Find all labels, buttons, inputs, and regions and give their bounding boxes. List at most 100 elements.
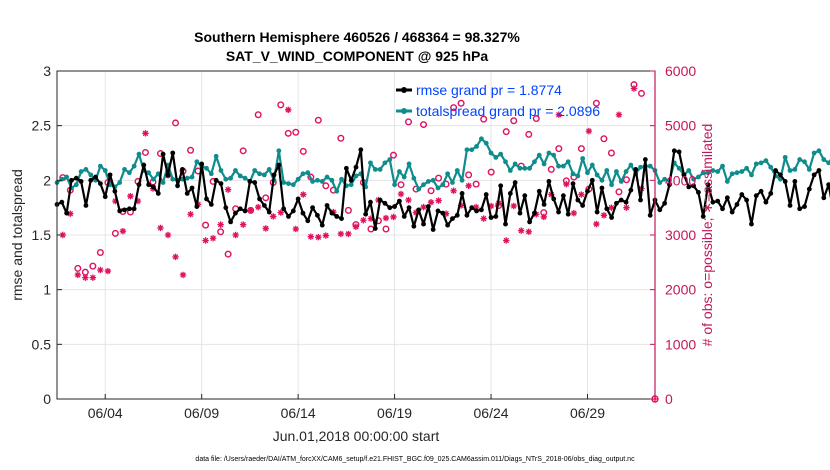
rmse-point xyxy=(242,208,248,214)
totalspread-point xyxy=(421,182,426,188)
possible-obs-marker xyxy=(141,148,149,156)
rmse-point xyxy=(560,193,566,199)
rmse-point xyxy=(122,207,127,213)
possible-obs-marker xyxy=(600,135,608,143)
rmse-point xyxy=(667,182,672,188)
rmse-point xyxy=(353,164,359,170)
rmse-point xyxy=(469,205,475,211)
rmse-point xyxy=(647,212,653,218)
rmse-point xyxy=(787,203,793,208)
rmse-point xyxy=(802,204,807,209)
assimilated-obs-marker xyxy=(608,204,615,211)
assimilated-obs-marker xyxy=(270,213,277,220)
rmse-point xyxy=(372,226,378,231)
rmse-point xyxy=(633,167,639,172)
assimilated-obs-marker xyxy=(209,235,217,242)
possible-obs-marker xyxy=(405,118,413,126)
totalspread-point xyxy=(454,168,460,173)
rmse-point xyxy=(749,221,754,227)
totalspread-point xyxy=(724,179,730,184)
totalspread-point xyxy=(700,170,706,176)
totalspread-point xyxy=(382,160,388,166)
totalspread-point xyxy=(170,176,176,182)
y-tick-label: 0.5 xyxy=(32,336,52,352)
rmse-point xyxy=(300,210,306,216)
totalspread-point xyxy=(305,170,311,176)
assimilated-obs-marker xyxy=(97,266,104,274)
assimilated-obs-marker xyxy=(89,274,97,281)
legend: rmse grand pr = 1.8774 totalspread grand… xyxy=(396,82,600,119)
totalspread-point xyxy=(406,161,412,167)
totalspread-point xyxy=(300,171,306,177)
rmse-point xyxy=(710,199,716,205)
assimilated-obs-marker xyxy=(187,211,194,218)
totalspread-point xyxy=(570,171,576,177)
totalspread-point xyxy=(811,150,817,156)
rmse-point xyxy=(160,151,166,157)
rmse-point xyxy=(580,203,586,208)
possible-obs-marker xyxy=(555,145,563,153)
legend-spread-marker xyxy=(401,108,407,114)
assimilated-obs-marker xyxy=(232,231,239,239)
rmse-point xyxy=(671,148,677,154)
totalspread-point xyxy=(739,169,745,174)
y2-tick-label: 2000 xyxy=(665,282,696,298)
totalspread-point xyxy=(353,173,359,179)
totalspread-point xyxy=(450,180,455,185)
rmse-point xyxy=(175,183,180,189)
totalspread-point xyxy=(59,176,65,182)
legend-rmse-label: rmse grand pr = 1.8774 xyxy=(416,82,562,98)
assimilated-obs-marker xyxy=(442,210,450,217)
rmse-point xyxy=(599,185,605,191)
totalspread-point xyxy=(758,160,764,166)
totalspread-point xyxy=(252,168,258,173)
totalspread-point xyxy=(368,160,373,166)
totalspread-point xyxy=(310,179,315,184)
y-axis-label-right: # of obs: o=possible; ∗=assimilated xyxy=(699,124,715,347)
rmse-point xyxy=(184,191,190,196)
rmse-point xyxy=(165,172,171,178)
possible-obs-marker xyxy=(615,188,623,196)
rmse-point xyxy=(358,147,364,153)
possible-obs-marker xyxy=(532,115,540,123)
assimilated-obs-marker xyxy=(217,221,224,228)
rmse-point xyxy=(642,157,648,162)
assimilated-obs-marker xyxy=(292,225,299,233)
assimilated-obs-marker xyxy=(503,237,510,244)
totalspread-point xyxy=(512,161,518,167)
rmse-point xyxy=(628,187,634,193)
assimilated-obs-marker xyxy=(412,209,420,216)
possible-obs-marker xyxy=(487,168,495,176)
rmse-point xyxy=(768,191,774,196)
totalspread-point xyxy=(816,148,822,154)
totalspread-point xyxy=(242,175,248,181)
totalspread-point xyxy=(763,158,769,164)
possible-obs-marker xyxy=(187,146,195,154)
possible-obs-marker xyxy=(284,129,292,137)
rmse-point xyxy=(700,214,706,219)
possible-obs-marker xyxy=(292,128,300,136)
totalspread-point xyxy=(517,165,523,171)
rmse-point xyxy=(377,197,383,203)
rmse-point xyxy=(532,210,537,216)
totalspread-point xyxy=(233,168,238,173)
rmse-point xyxy=(493,214,499,219)
assimilated-obs-marker xyxy=(367,215,375,222)
possible-obs-marker xyxy=(427,187,435,195)
rmse-point xyxy=(450,216,455,222)
assimilated-obs-marker xyxy=(465,182,472,189)
assimilated-obs-marker xyxy=(285,106,292,114)
totalspread-point xyxy=(237,173,243,179)
assimilated-obs-marker xyxy=(382,214,390,222)
possible-obs-marker xyxy=(89,262,97,270)
possible-obs-marker xyxy=(622,176,630,184)
rmse-point xyxy=(478,207,484,213)
totalspread-point xyxy=(826,160,830,166)
totalspread-point xyxy=(257,171,262,177)
y2-tick-label: 1000 xyxy=(665,336,696,352)
possible-obs-marker xyxy=(480,115,488,123)
rmse-point xyxy=(570,181,576,187)
totalspread-point xyxy=(290,182,296,188)
totalspread-point xyxy=(498,151,504,157)
possible-obs-marker xyxy=(637,89,645,97)
